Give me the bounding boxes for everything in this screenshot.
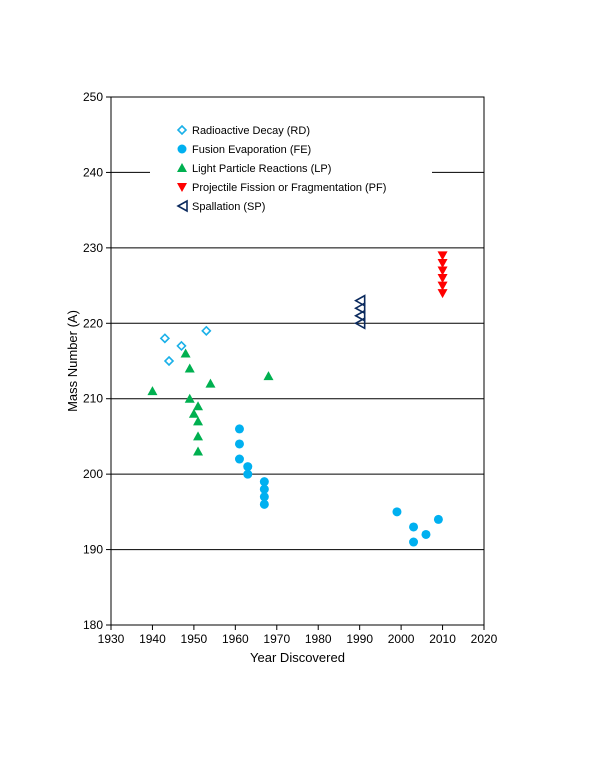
axis-ticks: 180 190 200 210 220 230 240 250 1930 1940 1950 1960… xyxy=(83,90,498,646)
legend-label: Spallation (SP) xyxy=(192,201,265,213)
y-axis-label: Mass Number (A) xyxy=(65,310,80,412)
data-point-circle xyxy=(234,439,244,449)
data-point-triangle-down xyxy=(437,258,448,268)
legend-background xyxy=(150,117,432,217)
data-point-circle xyxy=(433,514,443,524)
legend-marker-triangle-up xyxy=(177,163,187,172)
data-point-triangle-up xyxy=(263,371,274,381)
grid-lines xyxy=(111,171,484,551)
data-point-triangle-up xyxy=(193,416,204,426)
data-point-circle xyxy=(259,484,269,494)
data-point-triangle-left-open xyxy=(354,309,366,323)
data-point-diamond-open xyxy=(159,333,171,344)
data-point-triangle-down xyxy=(437,274,448,284)
x-tick-label: 1940 xyxy=(139,632,166,646)
x-tick-label: 1960 xyxy=(222,632,249,646)
x-tick-label: 1950 xyxy=(181,632,208,646)
data-point-circle xyxy=(243,462,253,472)
data-point-triangle-up xyxy=(184,363,195,373)
x-tick-label: 2000 xyxy=(388,632,415,646)
data-point-triangle-up xyxy=(193,431,204,441)
legend-label: Projectile Fission or Fragmentation (PF) xyxy=(192,182,386,194)
data-point-triangle-left-open xyxy=(354,294,366,308)
data-point-triangle-up xyxy=(180,348,191,358)
data-point-diamond-open xyxy=(176,340,187,352)
x-tick-label: 1930 xyxy=(98,632,125,646)
x-tick-label: 2010 xyxy=(429,632,456,646)
legend-label: Light Particle Reactions (LP) xyxy=(192,163,331,175)
data-point-triangle-left-open xyxy=(354,316,366,330)
data-point-triangle-down xyxy=(437,289,448,299)
data-point-circle xyxy=(409,537,419,547)
data-point-triangle-up xyxy=(193,446,204,456)
y-tick-label: 200 xyxy=(83,467,103,481)
y-tick-label: 240 xyxy=(83,165,103,179)
x-tick-label: 1980 xyxy=(305,632,332,646)
data-point-triangle-up xyxy=(184,393,195,403)
data-point-triangle-up xyxy=(205,378,216,388)
data-point-circle xyxy=(392,507,402,517)
data-point-triangle-left-open xyxy=(354,301,366,315)
legend-label: Fusion Evaporation (FE) xyxy=(192,144,311,156)
data-point-circle xyxy=(243,469,253,479)
x-tick-label: 2020 xyxy=(471,632,498,646)
data-point-triangle-down xyxy=(437,266,448,276)
plot-area xyxy=(110,96,485,626)
data-point-circle xyxy=(409,522,419,532)
y-tick-label: 190 xyxy=(83,543,103,557)
data-point-diamond-open xyxy=(201,325,212,336)
legend-marker-triangle-left-open xyxy=(176,199,188,213)
y-tick-label: 250 xyxy=(83,90,103,104)
data-point-triangle-up xyxy=(193,401,204,411)
data-point-circle xyxy=(234,454,244,464)
data-point-triangle-up xyxy=(147,386,158,396)
data-points xyxy=(147,251,448,547)
data-point-triangle-up xyxy=(188,408,199,418)
x-tick-label: 1990 xyxy=(346,632,373,646)
data-point-circle xyxy=(259,499,269,509)
y-tick-label: 220 xyxy=(83,316,103,330)
x-tick-label: 1970 xyxy=(263,632,290,646)
x-axis-label: Year Discovered xyxy=(250,650,345,665)
data-point-circle xyxy=(259,477,269,487)
y-tick-label: 230 xyxy=(83,241,103,255)
data-point-circle xyxy=(421,529,431,539)
y-tick-label: 210 xyxy=(83,392,103,406)
data-point-circle xyxy=(234,424,244,434)
data-point-triangle-down xyxy=(437,251,448,261)
legend-marker-diamond-open xyxy=(176,124,188,136)
legend-marker-circle xyxy=(177,144,187,154)
data-point-triangle-down xyxy=(437,281,448,291)
legend-label: Radioactive Decay (RD) xyxy=(192,125,310,137)
data-point-circle xyxy=(259,492,269,502)
legend: Radioactive Decay (RD) Fusion Evaporation… xyxy=(150,117,432,217)
y-tick-label: 180 xyxy=(83,618,103,632)
data-point-diamond-open xyxy=(163,355,175,367)
legend-marker-triangle-down xyxy=(177,183,187,192)
